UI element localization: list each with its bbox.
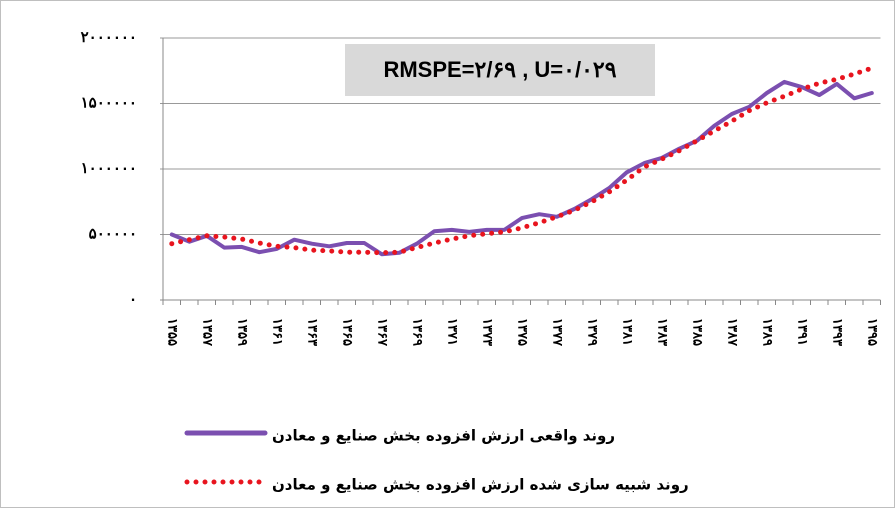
y-tick-label: ۱۵۰۰۰۰۰ [81,94,137,112]
y-tick-label: ۱۰۰۰۰۰۰ [81,159,137,177]
x-tick-label: ۱۳۹۵ [864,318,879,346]
x-tick-label: ۱۳۷۱ [444,318,459,346]
chart-title: RMSPE=۲/۶۹ , U=۰/۰۲۹ [383,57,616,82]
x-tick-label: ۱۳۵۹ [234,318,249,346]
x-tick-label: ۱۳۷۷ [549,318,564,347]
x-tick-label: ۱۳۷۵ [514,318,529,346]
x-tick-label: ۱۳۷۳ [479,318,494,346]
x-tick-label: ۱۳۶۹ [409,318,424,346]
x-tick-label: ۱۳۹۳ [829,318,844,346]
x-tick-label: ۱۳۸۵ [689,318,704,346]
x-tick-label: ۱۳۵۷ [199,318,214,347]
x-tick-label: ۱۳۶۱ [269,318,284,346]
x-tick-label: ۱۳۸۳ [654,318,669,346]
x-tick-label: ۱۳۶۵ [339,318,354,346]
y-tick-label: ۲۰۰۰۰۰۰ [81,28,137,46]
x-tick-label: ۱۳۶۳ [304,318,319,346]
chart: ۰ ۵۰۰۰۰۰ ۱۰۰۰۰۰۰ ۱۵۰۰۰۰۰ ۲۰۰۰۰۰۰ ۱۳۵۵ ۱۳۵۷ ۱۳۵۹… [0,0,896,509]
y-tick-label: ۰ [129,290,137,308]
x-tick-label: ۱۳۶۷ [374,318,389,347]
x-tick-label: ۱۳۸۹ [759,318,774,346]
x-tick-label: ۱۳۹۱ [794,318,809,346]
x-tick-label: ۱۳۸۱ [619,318,634,346]
x-tick-label: ۱۳۸۷ [724,318,739,347]
y-tick-label: ۵۰۰۰۰۰ [89,225,137,243]
x-tick-label: ۱۳۷۹ [584,318,599,346]
x-tick-label: ۱۳۵۵ [164,318,179,346]
legend-label: روند شبیه سازی شده ارزش افزوده بخش صنایع… [272,476,689,494]
legend-label: روند واقعی ارزش افزوده بخش صنایع و معادن [272,427,615,445]
